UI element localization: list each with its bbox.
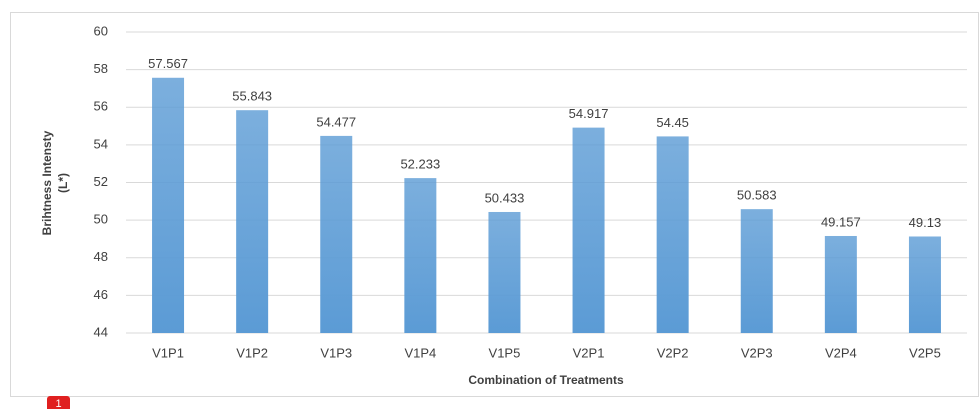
bar (320, 135, 353, 333)
bar (152, 77, 185, 333)
y-tick-label: 50 (94, 212, 108, 227)
data-label: 49.157 (821, 214, 861, 229)
data-label: 54.477 (316, 114, 356, 129)
x-tick-label: V1P3 (320, 345, 352, 360)
x-tick-label: V1P4 (404, 345, 436, 360)
x-tick-label: V2P5 (909, 345, 941, 360)
bar (656, 136, 689, 333)
x-tick-label: V2P2 (657, 345, 689, 360)
y-tick-label: 54 (94, 136, 108, 151)
x-tick-label: V1P5 (489, 345, 521, 360)
bar (740, 209, 773, 333)
bar (488, 211, 521, 333)
bar (908, 236, 941, 333)
data-label: 49.13 (909, 215, 942, 230)
x-tick-label: V2P1 (573, 345, 605, 360)
data-label: 54.45 (656, 115, 689, 130)
data-label: 52.233 (400, 157, 440, 172)
y-tick-label: 48 (94, 249, 108, 264)
y-tick-label: 46 (94, 287, 108, 302)
y-tick-label: 60 (94, 23, 108, 38)
data-label: 55.843 (232, 89, 272, 104)
bar (404, 178, 437, 333)
y-tick-label: 44 (94, 324, 108, 339)
bar (572, 127, 605, 334)
x-tick-label: V1P2 (236, 345, 268, 360)
x-tick-label: V2P3 (741, 345, 773, 360)
y-axis-label: (L*) (56, 173, 70, 193)
data-label: 57.567 (148, 56, 188, 71)
badge-label: 1 (55, 398, 61, 409)
x-tick-label: V2P4 (825, 345, 857, 360)
y-tick-label: 58 (94, 61, 108, 76)
data-label: 50.583 (737, 188, 777, 203)
badge (47, 396, 70, 409)
y-tick-label: 52 (94, 174, 108, 189)
y-axis-label: Brihtness Intensty (40, 130, 54, 235)
data-label: 54.917 (569, 106, 609, 121)
x-axis-label: Combination of Treatments (468, 373, 624, 387)
x-tick-label: V1P1 (152, 345, 184, 360)
data-label: 50.433 (485, 190, 525, 205)
bar (824, 235, 857, 333)
y-tick-label: 56 (94, 99, 108, 114)
bar (236, 110, 269, 334)
